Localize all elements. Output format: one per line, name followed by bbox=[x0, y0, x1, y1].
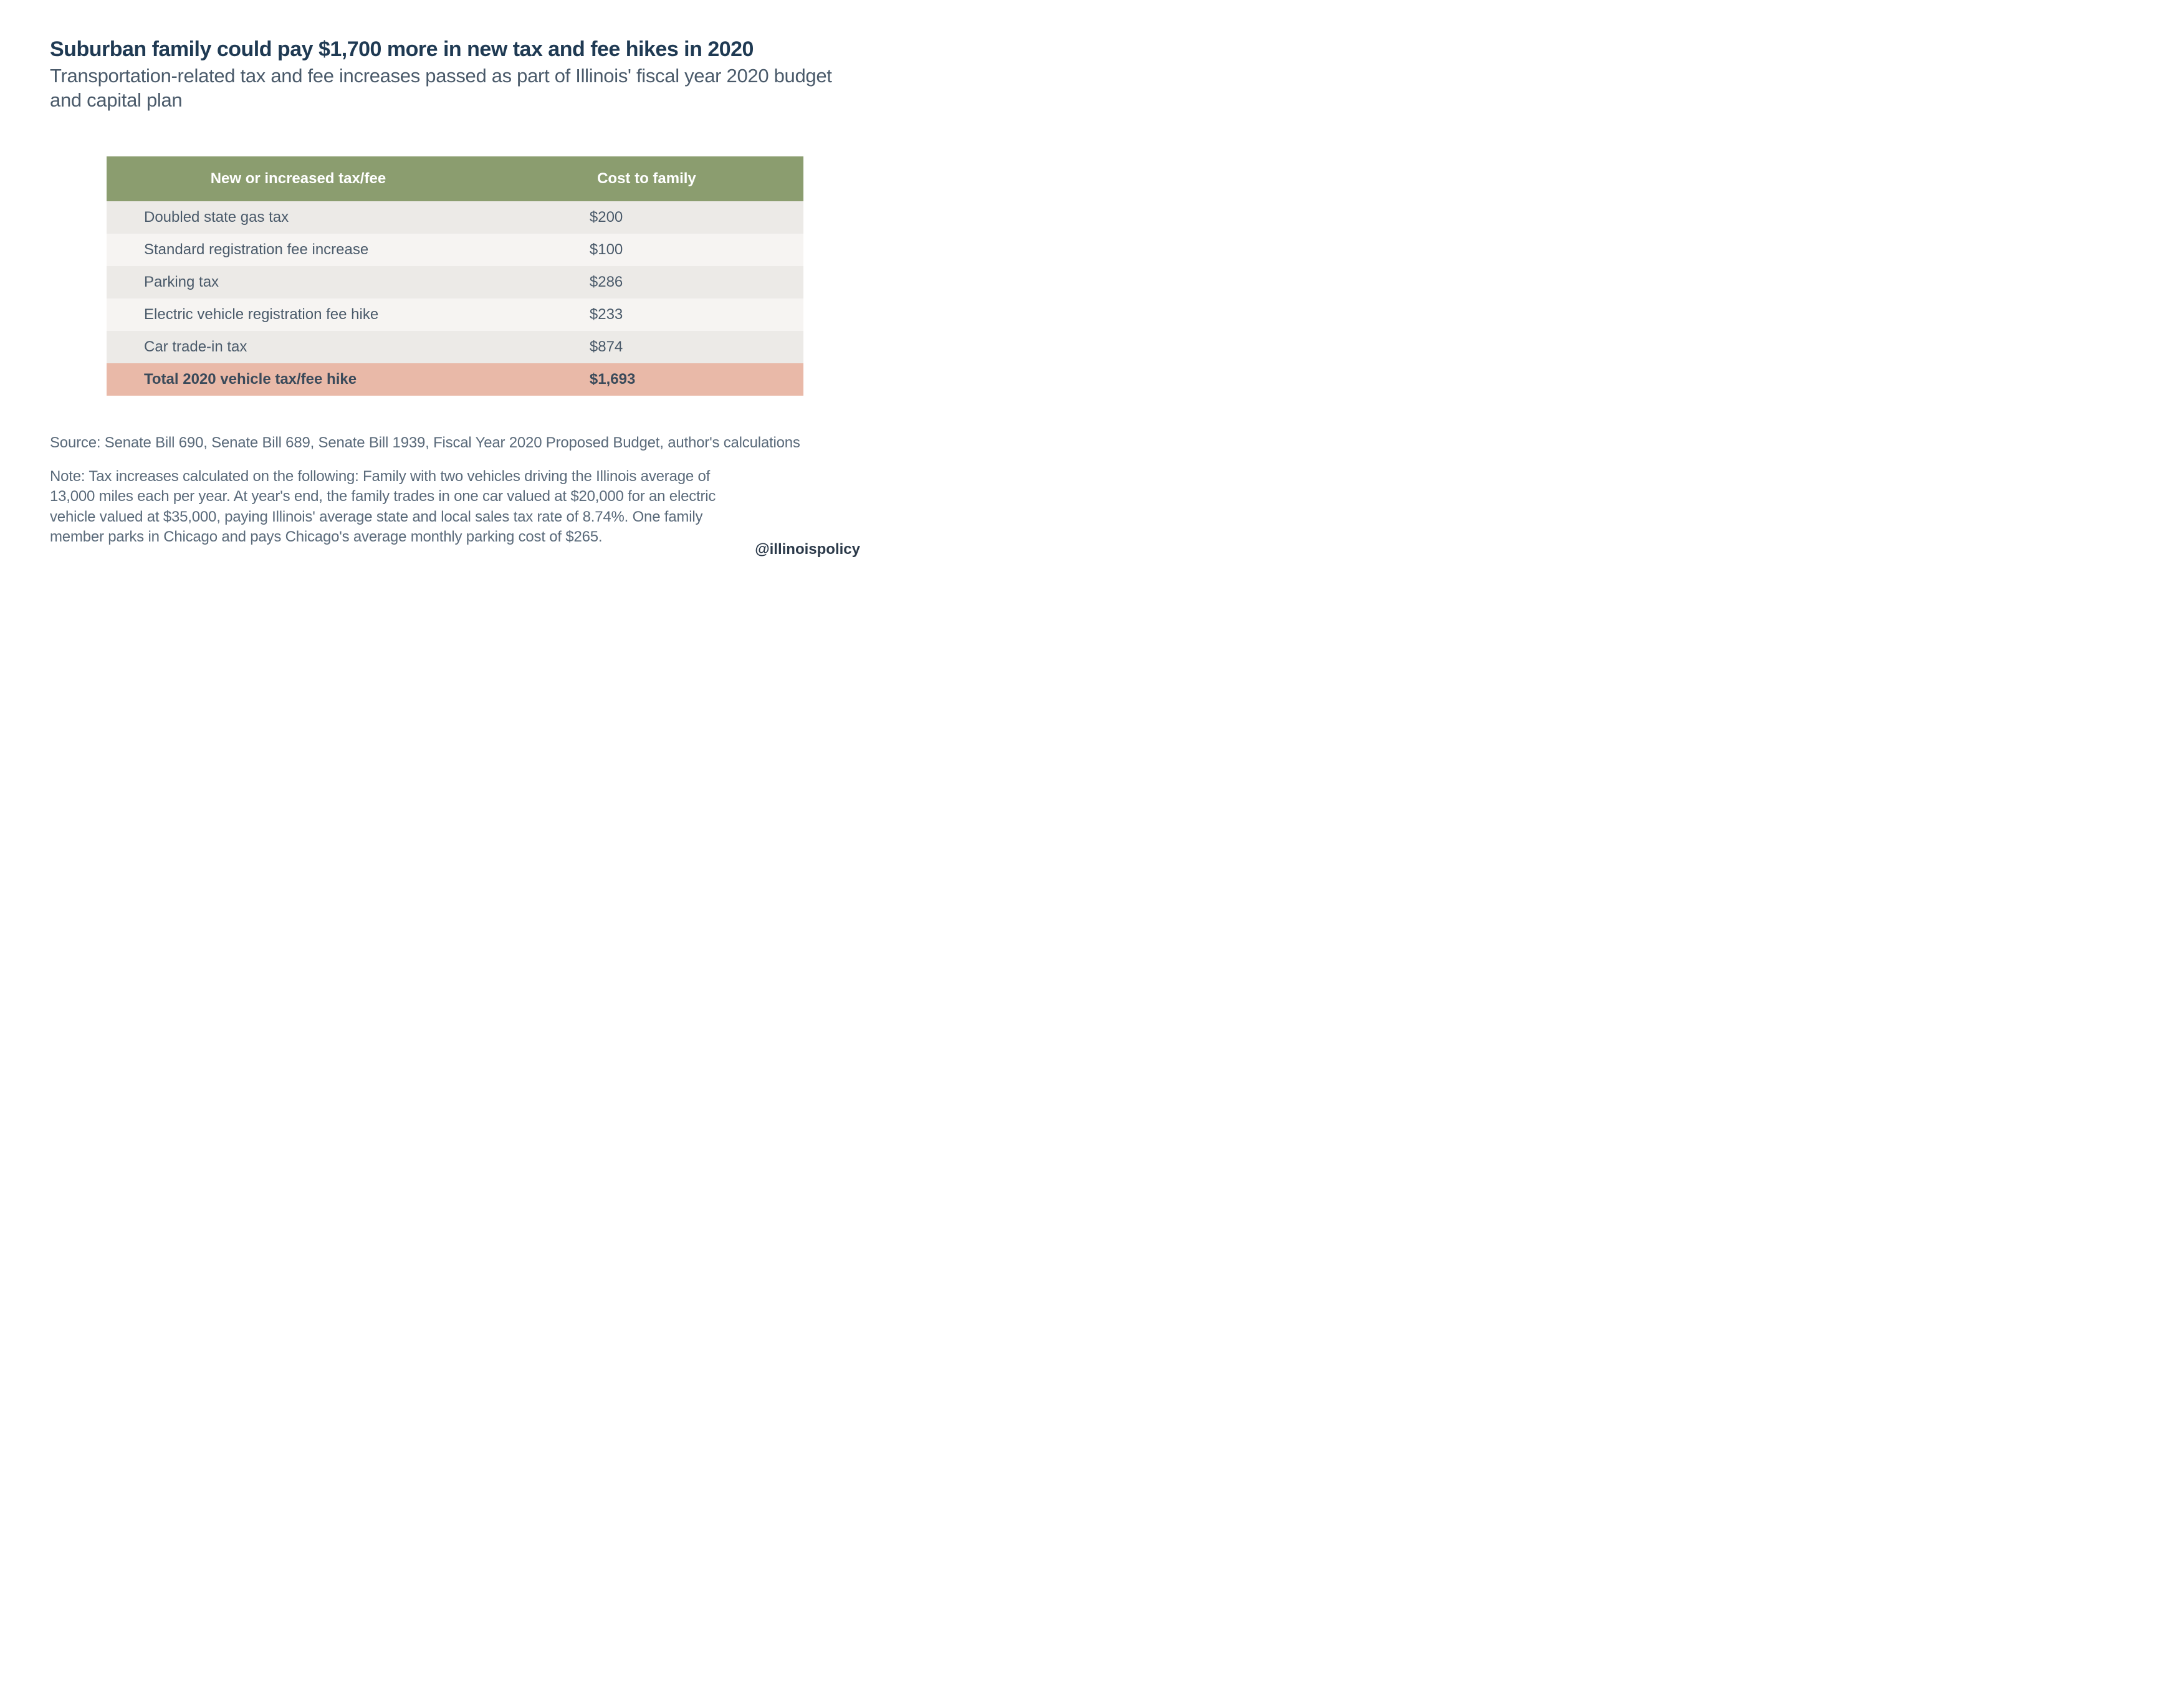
page-title: Suburban family could pay $1,700 more in… bbox=[50, 37, 860, 62]
table-row: Parking tax $286 bbox=[107, 266, 803, 298]
cell-label: Car trade-in tax bbox=[107, 331, 490, 363]
cell-label: Standard registration fee increase bbox=[107, 234, 490, 266]
column-header-cost: Cost to family bbox=[490, 156, 803, 201]
source-text: Source: Senate Bill 690, Senate Bill 689… bbox=[50, 433, 860, 453]
note-text: Note: Tax increases calculated on the fo… bbox=[50, 467, 736, 548]
cell-label: Doubled state gas tax bbox=[107, 201, 490, 234]
column-header-tax: New or increased tax/fee bbox=[107, 156, 490, 201]
tax-table-container: New or increased tax/fee Cost to family … bbox=[107, 156, 803, 396]
cell-total-cost: $1,693 bbox=[490, 363, 803, 396]
table-row: Electric vehicle registration fee hike $… bbox=[107, 298, 803, 331]
cell-cost: $200 bbox=[490, 201, 803, 234]
cell-label: Parking tax bbox=[107, 266, 490, 298]
tax-table: New or increased tax/fee Cost to family … bbox=[107, 156, 803, 396]
cell-label: Electric vehicle registration fee hike bbox=[107, 298, 490, 331]
cell-total-label: Total 2020 vehicle tax/fee hike bbox=[107, 363, 490, 396]
footer-row: Note: Tax increases calculated on the fo… bbox=[50, 467, 860, 561]
table-row: Standard registration fee increase $100 bbox=[107, 234, 803, 266]
cell-cost: $874 bbox=[490, 331, 803, 363]
social-handle: @illinoispolicy bbox=[755, 541, 860, 561]
table-total-row: Total 2020 vehicle tax/fee hike $1,693 bbox=[107, 363, 803, 396]
table-header-row: New or increased tax/fee Cost to family bbox=[107, 156, 803, 201]
cell-cost: $100 bbox=[490, 234, 803, 266]
page-subtitle: Transportation-related tax and fee incre… bbox=[50, 64, 860, 113]
table-row: Car trade-in tax $874 bbox=[107, 331, 803, 363]
cell-cost: $286 bbox=[490, 266, 803, 298]
table-row: Doubled state gas tax $200 bbox=[107, 201, 803, 234]
cell-cost: $233 bbox=[490, 298, 803, 331]
